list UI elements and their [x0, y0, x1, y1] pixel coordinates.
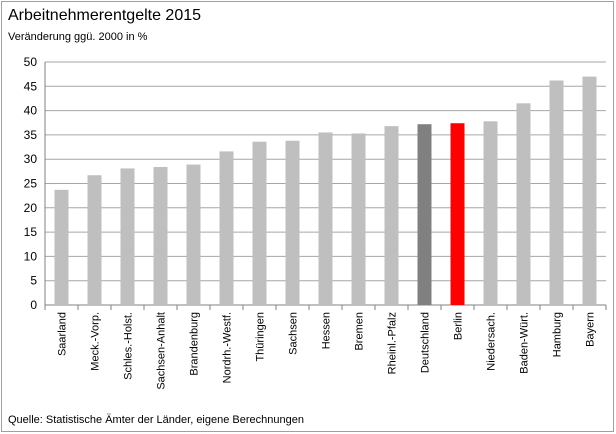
- bar: [54, 189, 69, 305]
- x-tick-label: Baden-Würt.: [519, 312, 531, 374]
- chart-subtitle: Veränderung ggü. 2000 in %: [8, 31, 148, 43]
- bar: [351, 133, 366, 305]
- y-tick-label: 30: [24, 152, 38, 166]
- x-tick-label: Thüringen: [255, 312, 267, 362]
- bar: [516, 103, 531, 305]
- y-tick-label: 0: [30, 298, 37, 312]
- bar: [384, 126, 399, 305]
- y-tick-label: 25: [24, 177, 38, 191]
- chart-title: Arbeitnehmerentgelte 2015: [8, 7, 201, 24]
- bar: [153, 166, 168, 305]
- source-note: Quelle: Statistische Ämter der Länder, e…: [8, 414, 304, 426]
- y-tick-label: 5: [30, 274, 37, 288]
- y-tick-label: 35: [24, 128, 38, 142]
- bar: [120, 168, 135, 305]
- y-tick-label: 20: [24, 201, 38, 215]
- x-tick-label: Brandenburg: [189, 312, 201, 376]
- y-tick-label: 50: [24, 55, 38, 69]
- bar: [252, 141, 267, 305]
- bar: [219, 151, 234, 305]
- bar: [582, 76, 597, 305]
- bar: [483, 121, 498, 306]
- x-tick-label: Berlin: [453, 312, 465, 340]
- x-tick-label: Saarland: [57, 312, 69, 356]
- x-tick-label: Bayern: [585, 312, 597, 347]
- bar: [186, 164, 201, 305]
- y-tick-label: 10: [24, 249, 38, 263]
- x-tick-label: Hessen: [321, 312, 333, 349]
- bar: [450, 123, 465, 306]
- x-tick-label: Nordrh.-Westf.: [222, 312, 234, 383]
- x-tick-label: Deutschland: [420, 312, 432, 373]
- bar: [417, 124, 432, 305]
- x-tick-label: Hamburg: [552, 312, 564, 357]
- x-tick-label: Niedersach.: [486, 312, 498, 371]
- y-tick-label: 15: [24, 225, 38, 239]
- bar: [549, 80, 564, 305]
- y-tick-label: 40: [24, 104, 38, 118]
- bar: [318, 132, 333, 305]
- bar: [87, 175, 102, 305]
- x-tick-label: Rheinl.-Pfalz: [387, 312, 399, 374]
- x-tick-label: Schles.-Holst.: [123, 312, 135, 380]
- y-tick-label: 45: [24, 79, 38, 93]
- x-tick-label: Bremen: [354, 312, 366, 351]
- x-tick-label: Sachsen-Anhalt: [156, 312, 168, 390]
- x-tick-label: Meck.-Vorp.: [90, 312, 102, 371]
- bar: [285, 140, 300, 305]
- x-tick-label: Sachsen: [288, 312, 300, 355]
